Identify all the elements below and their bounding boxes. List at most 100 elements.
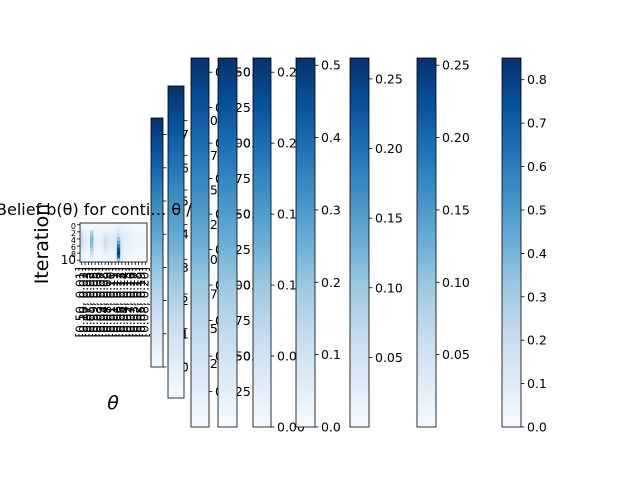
heatmap-cell [143,251,148,256]
heatmap-cell [86,226,91,231]
heatmap-cell [110,240,114,245]
heatmap-cell [96,233,101,238]
heatmap-cell [80,233,84,238]
heatmap-cell [133,237,138,242]
chart-title: Belief b(θ) for conti… θ / [0,200,192,219]
heatmap-cell [140,244,144,249]
heatmap-cell [83,247,87,252]
heatmap-cell [143,254,148,259]
heatmap-cell [100,230,104,234]
heatmap-cell [83,223,87,227]
heatmap-cell [136,237,141,242]
x-tick-label: [0.08, 0.20] [137,267,151,337]
heatmap-cell [116,244,121,249]
heatmap-cell [133,244,138,249]
heatmap-cell [80,223,84,227]
heatmap-cell [133,251,138,256]
heatmap-cell [100,244,104,249]
heatmap-cell [90,230,94,234]
heatmap-cell [123,258,128,263]
x-tick-label: [0.09, 0.07] [94,267,108,337]
heatmap-cell [123,237,128,242]
heatmap-cell [140,240,144,245]
x-tick-label: [0.05, 0.03] [84,267,98,337]
heatmap-cell [90,247,94,252]
colorbar: 0.05 0.10 0.15 0.20 0.25 [416,57,470,428]
heatmap-cell [83,240,87,245]
heatmap-cell [143,247,148,252]
heatmap-cell [100,223,104,227]
heatmap-cell [100,254,104,259]
heatmap-cell [86,244,91,249]
heatmap-cell [106,244,111,249]
heatmap-cell [120,223,124,227]
heatmap-cell [130,226,134,231]
heatmap-cell [116,258,121,263]
heatmap-cell [100,251,104,256]
heatmap-cell [80,258,84,263]
x-tick-label: [0.07, 0.16] [124,267,138,337]
heatmap-cell [103,233,108,238]
heatmap-cell [116,223,121,227]
colorbar-tick-label: 0.25 [442,58,470,73]
heatmap-cell [130,251,134,256]
heatmap-cell [90,254,94,259]
heatmap-cell [100,258,104,263]
heatmap-cell [90,226,94,231]
heatmap-cell [126,247,131,252]
y-tick-label: 6 [71,243,76,252]
heatmap-cell [86,240,91,245]
y-tick-label: 2 [71,229,76,238]
heatmap-cell [86,230,91,234]
heatmap-cell [126,223,131,227]
heatmap-cell [96,223,101,227]
colorbar-frame [190,57,210,428]
heatmap-cell [126,237,131,242]
heatmap-cell [116,230,121,234]
heatmap-cell [106,254,111,259]
heatmap-cell [83,233,87,238]
heatmap-cell [120,247,124,252]
heatmap-cell [83,237,87,242]
heatmap-cell [126,233,131,238]
heatmap-cell [90,258,94,263]
heatmap-cell [116,240,121,245]
heatmap-cell [86,251,91,256]
x-tick-label: [0.05, 0.19] [134,267,148,337]
heatmap-cell [120,237,124,242]
heatmap-cell [136,244,141,249]
heatmap-cell [120,226,124,231]
heatmap-cell [140,223,144,227]
x-tick-label: [0.02, 0.15] [121,267,135,337]
heatmap-cell [136,233,141,238]
heatmap-cell [103,244,108,249]
heatmap-cell [90,240,94,245]
colorbar-tick-label: 0.20 [375,141,403,156]
heatmap-cell [130,223,134,227]
heatmap-cell [93,237,98,242]
heatmap-cell [113,258,118,263]
colorbar-tick-label: 0.4 [321,130,341,145]
heatmap-cell [80,254,84,259]
colorbar-frame [349,57,370,428]
heatmap-cell [120,230,124,234]
heatmap-cell [83,226,87,231]
heatmap-cell [96,258,101,263]
colorbar-tick-label: 0.15 [375,211,403,226]
colorbar-frame [416,57,437,428]
heatmap-cell [116,247,121,252]
x-tick-label: [0.01, 0.10] [104,267,118,337]
colorbar-tick-label: 0.0 [527,420,547,435]
heatmap-cell [96,247,101,252]
heatmap-cell [103,240,108,245]
heatmap-cell [83,251,87,256]
colorbar-tick-label: 0.0 [321,420,341,435]
heatmap-cell [143,226,148,231]
heatmap-cell [86,233,91,238]
heatmap-cell [123,223,128,227]
heatmap-cell [126,240,131,245]
heatmap-cell [86,254,91,259]
heatmap-cell [103,230,108,234]
heatmap-cell [83,230,87,234]
heatmap-cell [133,230,138,234]
